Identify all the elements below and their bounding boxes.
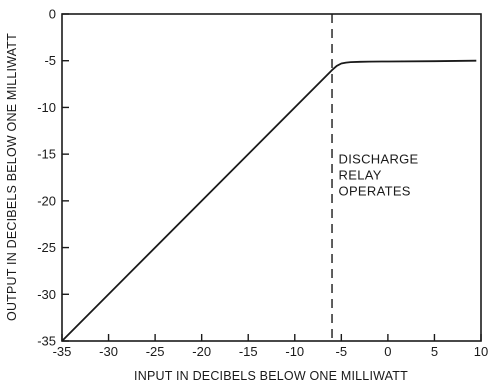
y-tick-label: -20 [37, 193, 56, 208]
y-tick-label: 0 [49, 7, 56, 22]
y-tick-label: -5 [44, 53, 56, 68]
x-tick-label: -20 [192, 344, 211, 359]
y-tick-label: -10 [37, 100, 56, 115]
y-tick-label: -35 [37, 334, 56, 349]
x-tick-label: 10 [474, 344, 488, 359]
x-tick-label: -15 [239, 344, 258, 359]
annotation-line: OPERATES [339, 183, 411, 198]
x-axis-title: INPUT IN DECIBELS BELOW ONE MILLIWATT [134, 369, 408, 383]
plot-frame [61, 13, 482, 342]
x-tick-label: -25 [146, 344, 165, 359]
y-tick-label: -15 [37, 147, 56, 162]
x-tick-label: -10 [285, 344, 304, 359]
annotation-line: RELAY [339, 167, 382, 182]
y-tick-label: -25 [37, 240, 56, 255]
x-tick-label: -5 [336, 344, 348, 359]
x-tick-label: -35 [53, 344, 72, 359]
x-tick-label: -30 [99, 344, 118, 359]
x-tick-label: 5 [431, 344, 438, 359]
annotation-line: DISCHARGE [339, 151, 419, 166]
x-tick-label: 0 [384, 344, 391, 359]
y-tick-label: -30 [37, 287, 56, 302]
output-curve [61, 59, 477, 342]
y-axis-title: OUTPUT IN DECIBELS BELOW ONE MILLIWATT [5, 33, 19, 321]
